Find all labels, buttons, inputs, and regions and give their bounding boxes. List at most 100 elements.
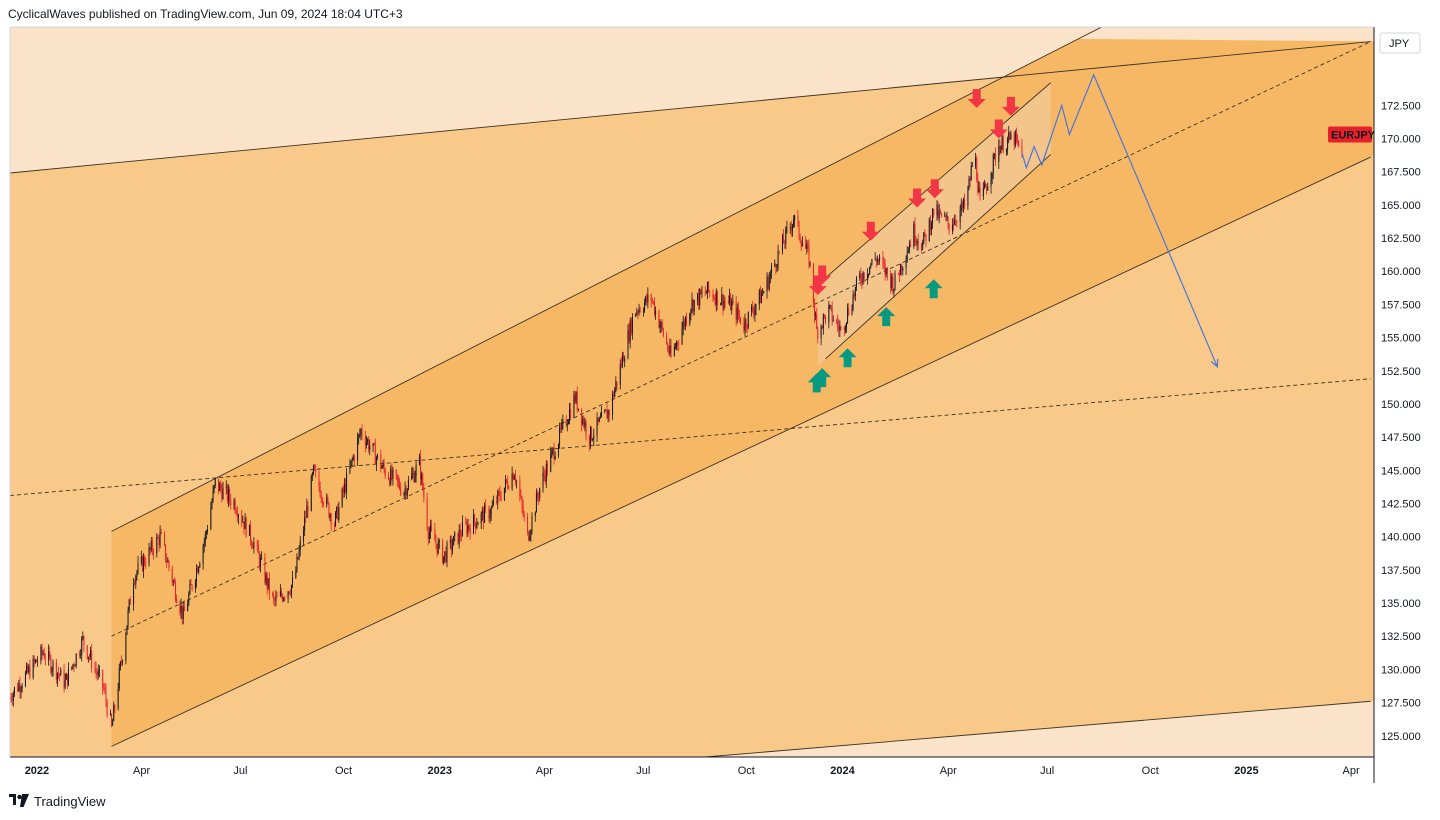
candle-body bbox=[737, 307, 739, 316]
candle-body bbox=[713, 298, 715, 300]
candle-body bbox=[712, 292, 714, 299]
candle-body bbox=[724, 300, 726, 302]
candle-body bbox=[413, 472, 415, 482]
candle-body bbox=[205, 531, 207, 534]
candle-body bbox=[180, 605, 182, 613]
candle-body bbox=[128, 599, 130, 611]
candle-body bbox=[623, 354, 625, 362]
candle-body bbox=[642, 311, 644, 312]
candle-body bbox=[851, 308, 853, 315]
candle-body bbox=[727, 301, 729, 303]
candle-body bbox=[828, 305, 830, 323]
candle-body bbox=[63, 669, 65, 688]
candle-body bbox=[569, 409, 571, 422]
candle-body bbox=[875, 259, 877, 262]
candle-body bbox=[1000, 146, 1002, 154]
candle-body bbox=[251, 541, 253, 546]
candle-body bbox=[474, 514, 476, 523]
candle-body bbox=[469, 527, 471, 534]
price-tick-label: 155.000 bbox=[1381, 333, 1421, 345]
time-tick-label: Jul bbox=[1040, 765, 1054, 777]
candle-body bbox=[886, 267, 888, 274]
candle-body bbox=[98, 669, 100, 672]
candle-body bbox=[520, 496, 522, 498]
candle-body bbox=[859, 273, 861, 279]
candle-body bbox=[341, 488, 343, 507]
price-tick-label: 152.500 bbox=[1381, 366, 1421, 378]
candle-body bbox=[343, 483, 345, 493]
candle-body bbox=[697, 293, 699, 301]
candle-body bbox=[908, 244, 910, 251]
candle-body bbox=[127, 610, 129, 626]
candle-body bbox=[120, 661, 122, 663]
candle-body bbox=[75, 653, 77, 666]
candle-body bbox=[265, 574, 267, 583]
candle-body bbox=[781, 235, 783, 252]
candle-body bbox=[490, 507, 492, 516]
candle-body bbox=[882, 256, 884, 263]
candle-body bbox=[892, 276, 894, 293]
candle-body bbox=[507, 481, 509, 488]
candle-body bbox=[928, 219, 930, 241]
candle-body bbox=[418, 456, 420, 465]
candle-body bbox=[290, 585, 292, 594]
candle-body bbox=[714, 298, 716, 305]
candle-body bbox=[383, 463, 385, 470]
candle-body bbox=[499, 491, 501, 498]
candle-body bbox=[678, 343, 680, 345]
candle-body bbox=[986, 187, 988, 191]
candle-body bbox=[389, 479, 391, 485]
candle-body bbox=[275, 596, 277, 601]
candle-body bbox=[925, 234, 927, 241]
candle-body bbox=[203, 541, 205, 547]
price-tick-label: 125.000 bbox=[1381, 731, 1421, 743]
candle-body bbox=[924, 232, 926, 235]
candle-body bbox=[420, 456, 422, 480]
candle-body bbox=[82, 636, 84, 639]
price-chart[interactable]: JPY 125.000 127.500 130.000 132.500 135.000 13… bbox=[0, 0, 1440, 790]
candle-body bbox=[606, 409, 608, 419]
candle-body bbox=[172, 580, 174, 582]
time-axis-background bbox=[10, 757, 1440, 783]
candle-body bbox=[20, 688, 22, 692]
candle-body bbox=[33, 658, 35, 663]
candle-body bbox=[651, 300, 653, 302]
candle-body bbox=[148, 547, 150, 565]
candle-body bbox=[825, 315, 827, 323]
time-tick-label: Jul bbox=[233, 765, 247, 777]
candle-body bbox=[13, 687, 15, 694]
candle-body bbox=[337, 506, 339, 520]
candle-body bbox=[400, 488, 402, 495]
candle-body bbox=[328, 502, 330, 518]
candle-body bbox=[429, 525, 431, 533]
price-tick-label: 160.000 bbox=[1381, 266, 1421, 278]
candle-body bbox=[807, 244, 809, 247]
candle-body bbox=[612, 393, 614, 415]
candle-body bbox=[491, 505, 493, 508]
candle-body bbox=[283, 597, 285, 601]
candle-body bbox=[381, 466, 383, 469]
candle-body bbox=[793, 220, 795, 225]
trendlines bbox=[10, 27, 1371, 757]
candle-body bbox=[496, 501, 498, 503]
candle-body bbox=[368, 439, 370, 450]
candle-body bbox=[983, 183, 985, 189]
candle-body bbox=[775, 263, 777, 269]
candle-body bbox=[1002, 136, 1004, 153]
candle-body bbox=[652, 301, 654, 303]
candle-body bbox=[369, 446, 371, 450]
candle-body bbox=[346, 472, 348, 493]
candle-body bbox=[923, 232, 925, 243]
candle-body bbox=[475, 522, 477, 529]
candle-body bbox=[768, 277, 770, 289]
candle-body bbox=[364, 436, 366, 446]
candle-body bbox=[444, 551, 446, 557]
buy-signal-arrow bbox=[877, 307, 896, 327]
candle-body bbox=[921, 244, 923, 250]
candle-body bbox=[971, 166, 973, 168]
time-tick-label: 2023 bbox=[427, 765, 451, 777]
candle-body bbox=[754, 308, 756, 315]
candle-body bbox=[236, 513, 238, 518]
candle-body bbox=[50, 656, 52, 672]
candle-body bbox=[845, 322, 847, 327]
